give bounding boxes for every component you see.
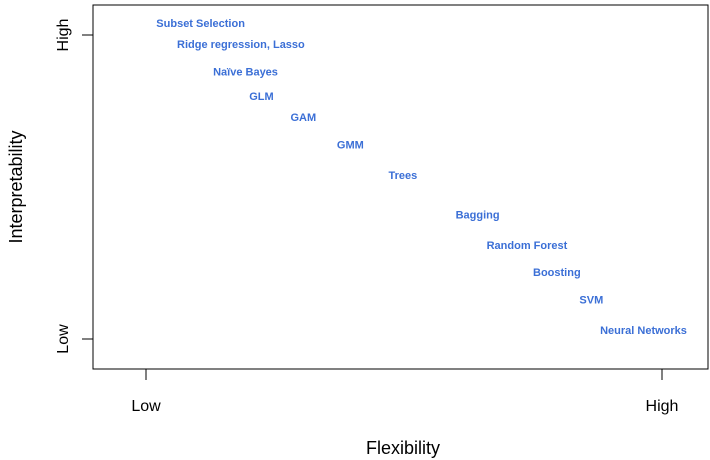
- y-axis-title: Interpretability: [6, 130, 26, 243]
- method-label-11: Neural Networks: [600, 325, 687, 337]
- method-label-1: Ridge regression, Lasso: [177, 39, 305, 51]
- x-tick-label-high: High: [646, 398, 679, 415]
- method-label-0: Subset Selection: [156, 18, 245, 30]
- x-tick-label-low: Low: [131, 398, 161, 415]
- method-label-2: Naïve Bayes: [213, 67, 278, 79]
- x-axis-title: Flexibility: [366, 438, 440, 458]
- method-label-4: GAM: [291, 112, 317, 124]
- method-label-6: Trees: [389, 170, 418, 182]
- method-label-7: Bagging: [456, 209, 500, 221]
- method-label-5: GMM: [337, 139, 364, 151]
- y-tick-label-high: High: [55, 19, 72, 52]
- method-labels: Subset Selection Ridge regression, Lasso N…: [156, 18, 687, 337]
- plot-frame: [92, 4, 709, 370]
- method-label-9: Boosting: [533, 267, 581, 279]
- y-tick-label-low: Low: [55, 324, 72, 354]
- method-label-8: Random Forest: [487, 240, 568, 252]
- method-label-3: GLM: [249, 91, 273, 103]
- method-label-10: SVM: [579, 295, 603, 307]
